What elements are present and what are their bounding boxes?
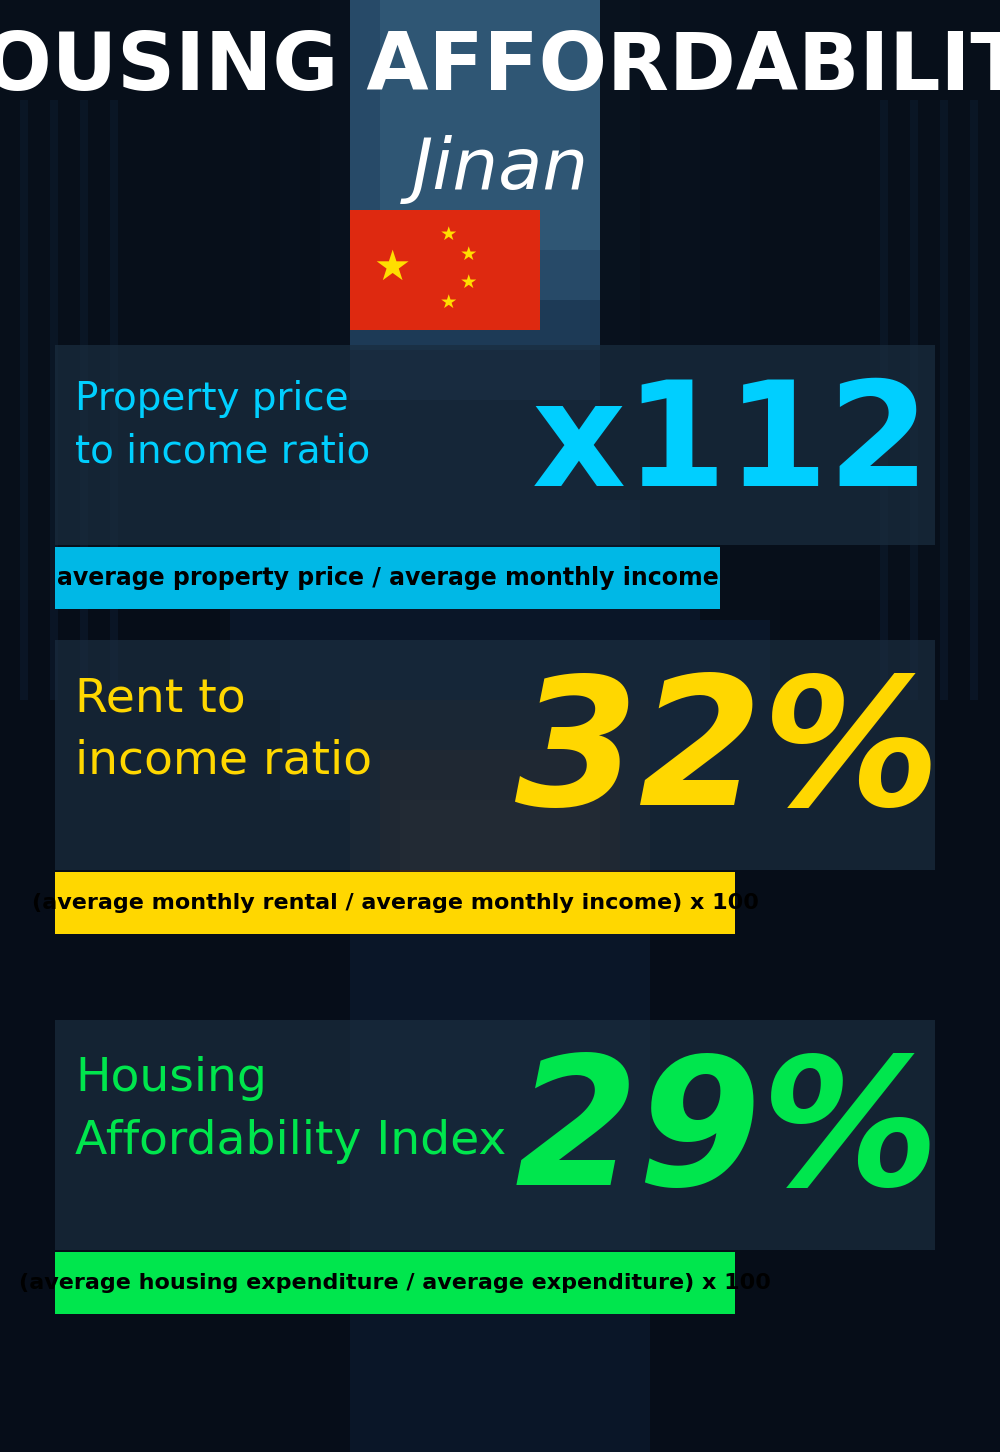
Bar <box>55 346 935 544</box>
Bar <box>55 547 720 608</box>
Bar <box>820 0 1000 900</box>
Bar <box>600 0 650 499</box>
Text: Housing
Affordability Index: Housing Affordability Index <box>75 1056 506 1163</box>
Text: 29%: 29% <box>515 1048 940 1221</box>
Bar <box>700 0 780 620</box>
Bar <box>640 0 700 550</box>
Bar <box>350 0 650 301</box>
Text: ★: ★ <box>439 292 457 312</box>
Bar <box>260 0 320 520</box>
Bar <box>55 640 935 870</box>
Bar <box>110 100 118 700</box>
Text: ★: ★ <box>459 244 477 263</box>
Text: x112: x112 <box>532 375 930 515</box>
Bar <box>220 800 350 1452</box>
Bar <box>780 600 1000 1452</box>
Text: ★: ★ <box>373 247 411 289</box>
Bar <box>0 600 220 1452</box>
Bar <box>350 700 650 900</box>
Bar <box>20 100 28 700</box>
Bar <box>860 0 1000 751</box>
Text: Rent to
income ratio: Rent to income ratio <box>75 677 372 784</box>
Bar <box>50 100 58 700</box>
Bar <box>55 1252 735 1314</box>
Text: ★: ★ <box>459 273 477 292</box>
Bar <box>100 700 280 1452</box>
Bar <box>380 0 620 250</box>
Bar <box>0 0 180 900</box>
Text: HOUSING AFFORDABILITY: HOUSING AFFORDABILITY <box>0 29 1000 107</box>
Text: Jinan: Jinan <box>411 135 589 205</box>
Bar <box>400 800 600 900</box>
Bar <box>130 0 230 680</box>
Text: 32%: 32% <box>515 668 940 842</box>
Bar <box>55 873 735 934</box>
Bar <box>720 700 900 1452</box>
Bar <box>970 100 978 700</box>
Bar <box>80 100 88 700</box>
Bar <box>300 0 700 350</box>
Bar <box>350 211 540 330</box>
Bar <box>770 0 870 680</box>
Bar <box>940 100 948 700</box>
Text: average property price / average monthly income: average property price / average monthly… <box>57 566 718 590</box>
Bar <box>650 800 780 1452</box>
Bar <box>910 100 918 700</box>
Bar <box>55 1019 935 1250</box>
Text: (average monthly rental / average monthly income) x 100: (average monthly rental / average monthl… <box>32 893 758 913</box>
Bar <box>880 100 888 700</box>
Bar <box>300 0 350 481</box>
Text: Property price
to income ratio: Property price to income ratio <box>75 379 370 470</box>
Bar <box>200 0 280 600</box>
Bar <box>380 751 620 900</box>
Bar <box>0 0 140 751</box>
Text: (average housing expenditure / average expenditure) x 100: (average housing expenditure / average e… <box>19 1273 771 1292</box>
Bar <box>250 0 750 399</box>
Text: ★: ★ <box>439 225 457 244</box>
